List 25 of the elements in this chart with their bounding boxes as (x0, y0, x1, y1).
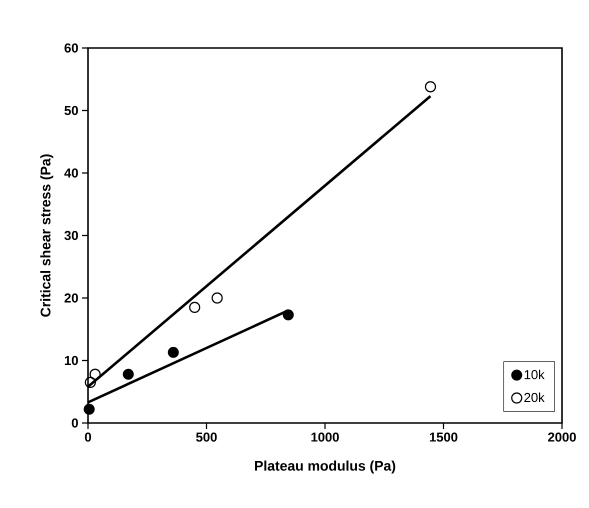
y-tick-label: 40 (64, 168, 78, 178)
point (84, 376, 96, 388)
point (84, 404, 95, 415)
x-tick-label: 2000 (548, 432, 576, 442)
y-tick-label: 50 (64, 106, 78, 116)
point (90, 368, 101, 380)
point (189, 302, 200, 313)
point (212, 292, 223, 304)
x-tick-label: 1500 (430, 432, 458, 442)
y-tick-label: 10 (64, 356, 78, 366)
x-tick-label: 0 (84, 432, 92, 442)
x-tick-label: 500 (196, 432, 217, 442)
legend-label: 20k (524, 392, 545, 402)
point (282, 309, 294, 320)
point (168, 346, 179, 358)
y-tick-label: 20 (64, 293, 78, 303)
y-tick-label: 0 (72, 418, 78, 428)
point (122, 368, 134, 380)
y-axis-title: Critical shear stress (Pa) (40, 154, 54, 317)
x-tick-label: 1000 (311, 432, 339, 442)
legend-label: 10k (524, 370, 545, 380)
y-tick-label: 60 (64, 43, 78, 53)
x-axis-title: Plateau modulus (Pa) (255, 460, 396, 474)
y-tick-label: 30 (64, 230, 78, 240)
point (424, 81, 436, 92)
